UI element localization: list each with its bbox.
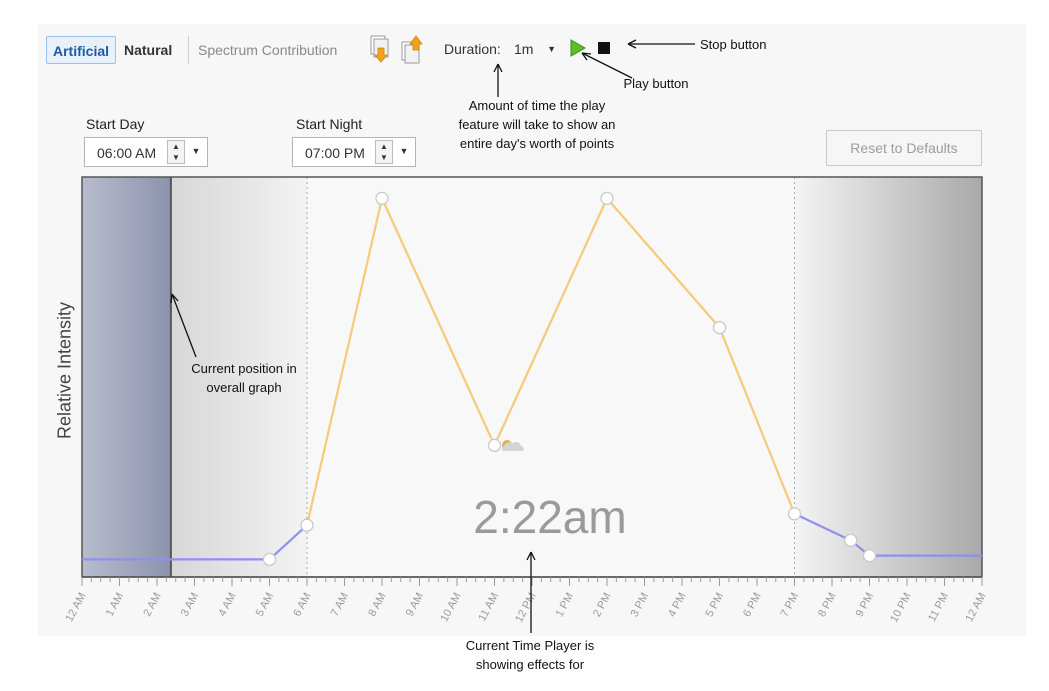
x-tick-label: 10 AM: [438, 591, 463, 624]
duration-value: 1m: [514, 41, 534, 57]
curve-point[interactable]: [262, 552, 277, 567]
x-tick-label: 12 AM: [63, 591, 88, 624]
up-down-icon[interactable]: ▲ ▼: [375, 140, 393, 164]
annotation-duration: Amount of time the play feature will tak…: [458, 98, 616, 151]
stop-button[interactable]: [598, 42, 610, 54]
tab-spectrum-contribution[interactable]: Spectrum Contribution: [198, 42, 338, 58]
annotation-arrows: [170, 39, 695, 633]
x-tick-label: 6 AM: [291, 591, 313, 619]
curve-point[interactable]: [862, 548, 877, 563]
start-day-label: Start Day: [86, 116, 145, 132]
x-axis: 12 AM 1 AM 2 AM 3 AM 4 AM 5 AM 6 AM 7 AM 8 AM 9 A…: [63, 576, 989, 625]
duration-select[interactable]: 1m ▼: [508, 36, 560, 62]
annotation-current-time: Current Time Player is showing effects f…: [465, 638, 595, 672]
x-tick-label: 10 PM: [888, 591, 914, 625]
x-tick-label: 4 PM: [666, 591, 689, 619]
up-down-icon[interactable]: ▲ ▼: [167, 140, 185, 164]
x-tick-label: 6 PM: [741, 591, 764, 619]
night-curve-right-line: [794, 512, 982, 557]
x-tick-label: 3 PM: [628, 591, 651, 619]
start-night-spinner[interactable]: 07:00 PM ▲ ▼ ▼: [292, 137, 416, 167]
night-shade-right: [794, 177, 982, 577]
current-position-region: [82, 177, 171, 577]
x-tick-label: 8 PM: [816, 591, 839, 619]
annotation-position: Current position in overall graph: [191, 361, 297, 395]
night-curve: [82, 512, 982, 567]
x-tick-label: 5 AM: [254, 591, 276, 619]
tab-natural[interactable]: Natural: [124, 42, 173, 58]
x-tick-label: 5 PM: [703, 591, 726, 619]
start-night-label: Start Night: [296, 116, 363, 132]
current-time-display: 2:22am: [473, 491, 627, 543]
x-tick-label: 11 AM: [476, 591, 501, 623]
annotation-stop: Stop button: [700, 37, 767, 52]
x-tick-label: 11 PM: [926, 591, 951, 624]
x-tick-label: 12 PM: [513, 591, 539, 625]
x-tick-label: 9 AM: [404, 591, 426, 619]
curve-point[interactable]: [375, 191, 389, 206]
curve-point[interactable]: [300, 518, 314, 532]
curve-point[interactable]: [844, 533, 858, 548]
x-tick-label: 7 AM: [329, 591, 351, 619]
chevron-down-icon[interactable]: ▼: [399, 146, 409, 156]
x-tick-label: 3 AM: [179, 591, 201, 619]
curve-point[interactable]: [487, 438, 502, 453]
chevron-down-icon[interactable]: ▼: [191, 146, 201, 156]
x-tick-label: 1 AM: [104, 591, 126, 619]
duration-label: Duration:: [444, 41, 501, 57]
import-icon[interactable]: [368, 34, 392, 64]
x-tick-label: 9 PM: [853, 591, 876, 619]
start-day-value: 06:00 AM: [97, 145, 157, 161]
weather-icon: [501, 440, 524, 451]
x-tick-label: 4 AM: [216, 591, 238, 619]
curve-point[interactable]: [600, 191, 614, 206]
chevron-down-icon: ▼: [547, 44, 556, 54]
x-tick-label: 1 PM: [553, 591, 576, 619]
play-button[interactable]: [569, 39, 587, 57]
day-curve-line: [305, 194, 796, 526]
start-day-spinner[interactable]: 06:00 AM ▲ ▼ ▼: [84, 137, 208, 167]
x-tick-label: 12 AM: [963, 591, 988, 624]
export-icon[interactable]: [400, 34, 424, 64]
annotation-play: Play button: [623, 76, 689, 91]
start-night-value: 07:00 PM: [305, 145, 365, 161]
x-tick-label: 8 AM: [366, 591, 388, 619]
x-tick-label: 2 AM: [141, 591, 163, 619]
x-tick-label: 7 PM: [778, 591, 801, 619]
curve-point[interactable]: [712, 320, 727, 335]
x-tick-label: 2 PM: [591, 591, 614, 619]
tab-artificial[interactable]: Artificial: [46, 36, 116, 64]
curve-point[interactable]: [787, 507, 802, 521]
reset-to-defaults-button[interactable]: Reset to Defaults: [826, 130, 982, 166]
day-curve: [300, 191, 802, 532]
tab-divider: [188, 36, 189, 64]
